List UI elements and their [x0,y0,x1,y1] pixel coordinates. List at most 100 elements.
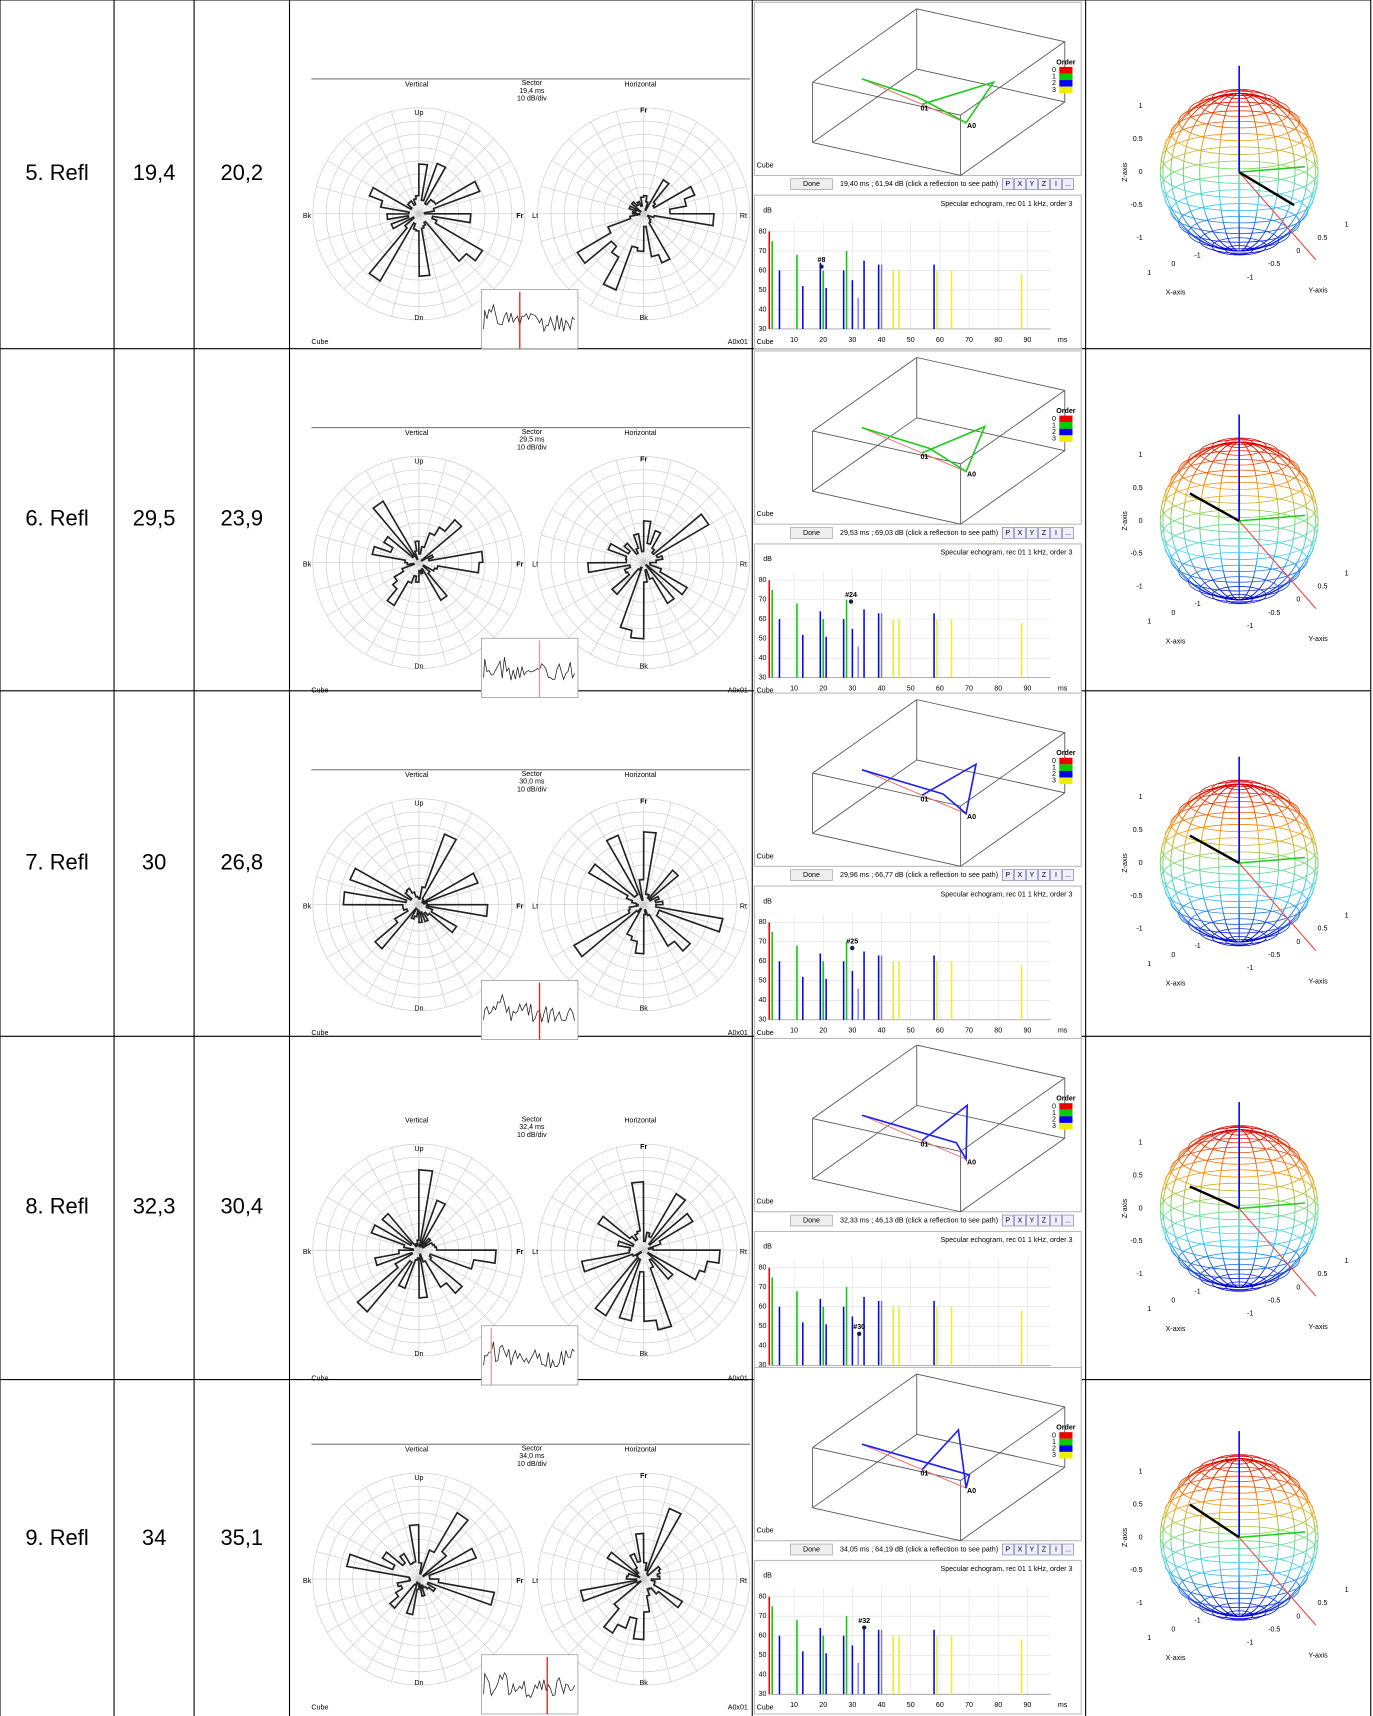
view-button[interactable] [1002,869,1014,881]
sector-label: Sector [522,1116,543,1124]
up-label: Up [414,109,423,117]
view-button[interactable] [1026,1543,1038,1556]
status-text: 29,96 ms ; 66,77 dB (click a reflection … [840,871,998,879]
view-button[interactable] [1038,527,1050,539]
x-tick-label: 50 [907,336,915,344]
room-edge [916,357,1065,391]
value-b: 30,4 [220,1194,263,1219]
receiver-label: 01 [920,453,928,461]
x-tick-label: 40 [878,336,886,344]
view-button[interactable] [1038,1214,1050,1227]
room-edge [812,1373,918,1448]
x-tick-label: 70 [965,1701,973,1709]
cube-label: Cube [757,1029,774,1037]
room-edge [916,8,1065,43]
z-tick-label: 0 [1139,1204,1143,1212]
button-label: P [1005,1216,1010,1224]
polar-spoke [365,562,420,655]
polar-spoke [418,1578,522,1607]
room-edge [916,699,1065,733]
y-line [1238,862,1317,952]
selected-echo [819,264,824,269]
polar-spoke [316,1249,419,1278]
view-button[interactable] [1026,869,1038,881]
polar-spoke [418,1222,522,1251]
source-label: A0 [967,813,976,821]
status-text: 19,40 ms ; 61,94 dB (click a reflection … [840,180,998,188]
polar-spoke [540,904,644,933]
view-button[interactable] [1038,1543,1050,1556]
polar-spoke [551,160,644,215]
view-button[interactable] [1050,1214,1062,1227]
x-line [1239,514,1306,522]
echogram-title: Specular echogram, rec 01 1 kHz, order 3 [940,549,1072,557]
view-button[interactable] [1050,178,1062,190]
scale-label: 10 dB/div [517,443,547,451]
waveform [483,1341,575,1369]
view-button[interactable] [1002,1543,1014,1556]
view-button[interactable] [1062,869,1074,881]
view-button[interactable] [1062,1214,1074,1227]
button-label: X [1017,529,1022,537]
dn-label: Dn [414,1005,423,1013]
view-button[interactable] [1026,527,1038,539]
view-button[interactable] [1038,869,1050,881]
button-label: X [1017,1545,1022,1553]
polar-spoke [615,213,645,317]
echogram [753,194,1082,350]
polar-spoke [418,470,473,563]
polar-spoke [615,1250,645,1353]
value-a: 30 [142,849,166,874]
view-button[interactable] [1002,178,1014,190]
view-button[interactable] [1014,1214,1026,1227]
polar-spoke [418,1174,495,1251]
polar-spoke [391,801,420,905]
y-tick-label: -0.5 [1268,260,1280,268]
polar-spoke [643,534,747,563]
sphere-panel: 1 0.5 0 -0.5 -1 Z-axis 1 0 -1 X-axis -1 -0.5 0 0.5 1 Y-… [1121,1102,1349,1333]
button-label: Z [1042,1545,1047,1553]
view-button[interactable] [1014,869,1026,881]
scale-label: 10 dB/div [517,1131,547,1139]
y-tick-label: 0.5 [1318,583,1328,591]
x-tick-label: 1 [1147,1305,1151,1313]
polar-spoke [418,1578,495,1655]
polar-spoke [643,851,736,905]
horizontal-label: Horizontal [624,1117,656,1125]
polar-spoke [615,904,645,1008]
view-button[interactable] [1050,1543,1062,1556]
view-button[interactable] [1014,178,1026,190]
view-button[interactable] [1050,869,1062,881]
view-button[interactable] [1062,527,1074,539]
room-view [753,1037,1082,1213]
order-label: 2 [1052,79,1056,87]
x-tick-label: 90 [1023,1027,1031,1035]
view-button[interactable] [1014,1543,1026,1556]
order-swatch [1059,1438,1073,1446]
view-button[interactable] [1062,1543,1074,1556]
x-tick-label: 90 [1023,685,1031,693]
view-button[interactable] [1026,1214,1038,1227]
room-edge [960,1077,1066,1152]
echogram [753,1230,1082,1386]
x-tick-label: 1 [1147,1634,1151,1642]
x-line [1239,1202,1306,1210]
y-tick-label: 70 [759,938,767,946]
view-button[interactable] [1062,178,1074,190]
view-button[interactable] [1038,178,1050,190]
view-button[interactable] [1002,1214,1014,1227]
x-tick-label: 10 [790,336,798,344]
x-tick-label: 30 [848,336,856,344]
bk-label: Bk [640,314,649,322]
view-button[interactable] [1026,178,1038,190]
view-button[interactable] [1002,527,1014,539]
polar-spoke [615,111,645,214]
polar-spoke [643,1174,720,1251]
button-label: I [1055,529,1057,537]
echogram-title: Specular echogram, rec 01 1 kHz, order 3 [940,200,1072,208]
polar-spoke [391,562,420,666]
view-button[interactable] [1014,527,1026,539]
lt-label: Lt [532,1577,538,1585]
view-button[interactable] [1050,527,1062,539]
waveform [483,1672,575,1699]
